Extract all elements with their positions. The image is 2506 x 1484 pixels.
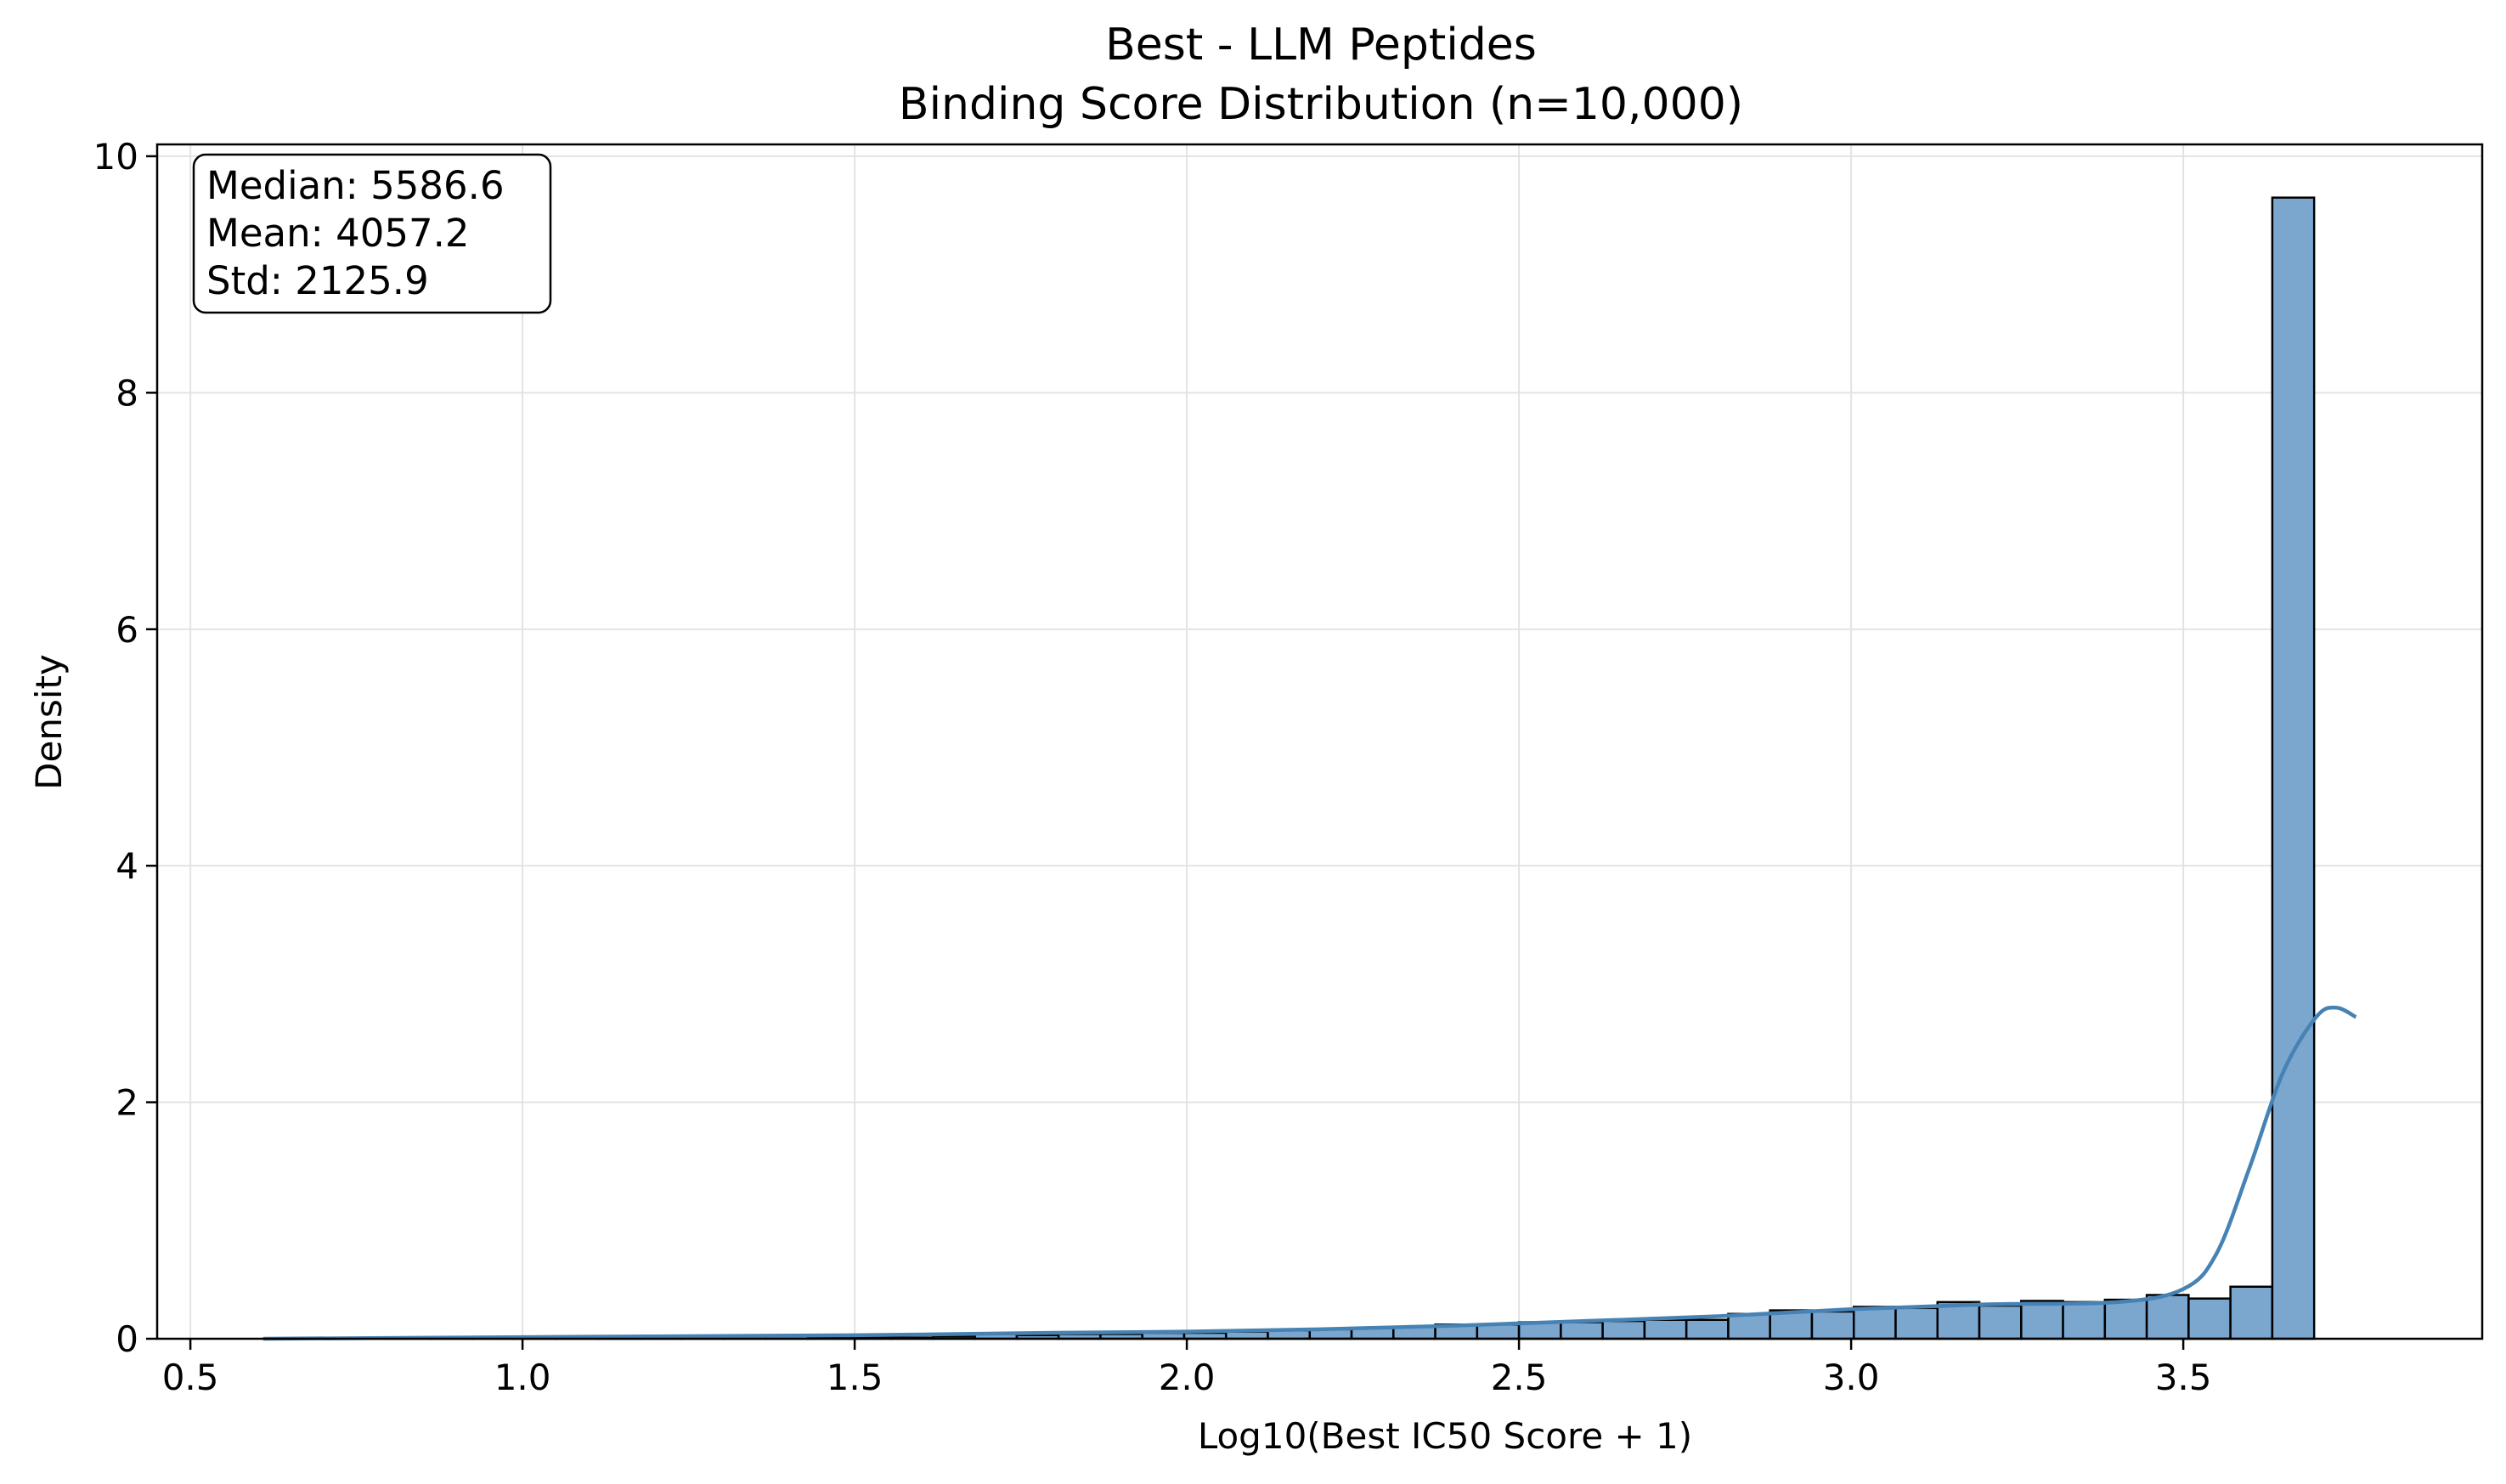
histogram-bar [1852,1306,1897,1340]
histogram-bar [2187,1297,2232,1340]
y-axis-label: Density [28,654,70,790]
histogram-bar [1643,1318,1688,1340]
stats-box: Median: 5586.6 Mean: 4057.2 Std: 2125.9 [192,153,552,314]
x-tick-label: 1.0 [494,1357,551,1398]
x-tick-label: 0.5 [162,1357,219,1398]
histogram-bar [2271,196,2316,1340]
y-tick-label: 2 [116,1082,138,1124]
y-tick-label: 8 [116,372,138,414]
y-tick-label: 0 [116,1318,138,1360]
x-axis-label: Log10(Best IC50 Score + 1) [1198,1415,1692,1457]
histogram-bar [2103,1298,2148,1340]
y-tick-label: 6 [116,609,138,651]
histogram-bar [1978,1304,2023,1340]
chart-title: Best - LLM Peptides [1105,20,1537,71]
histogram-bar [2145,1294,2190,1340]
histogram-bar [1727,1312,1771,1340]
x-tick-label: 2.0 [1159,1357,1216,1398]
stats-std: Std: 2125.9 [206,258,429,303]
chart-subtitle: Binding Score Distribution (n=10,000) [899,79,1743,130]
histogram-bars [262,196,2316,1340]
x-tick-label: 3.5 [2155,1357,2212,1398]
histogram-bar [2020,1300,2064,1340]
histogram-bar [1476,1323,1521,1340]
stats-median: Median: 5586.6 [206,163,505,208]
stats-mean: Mean: 4057.2 [206,211,470,256]
x-tick-label: 1.5 [827,1357,883,1398]
x-axis: 0.5 1.0 1.5 2.0 2.5 3.0 3.5 [162,1339,2212,1398]
histogram-bar [1685,1318,1730,1340]
y-axis: 0 2 4 6 8 10 [93,136,157,1360]
histogram-bar [2062,1301,2107,1340]
histogram-bar [2229,1285,2274,1340]
y-tick-label: 10 [93,136,138,178]
kde-curve [263,1005,2357,1341]
histogram-bar [1601,1319,1646,1340]
histogram-bar [1894,1306,1939,1340]
stats-box-frame [192,153,552,314]
x-tick-label: 3.0 [1823,1357,1880,1398]
histogram-bar [1560,1321,1604,1340]
plot-frame [155,143,2484,1340]
y-tick-label: 4 [116,845,138,887]
histogram-bar [1810,1310,1855,1340]
x-tick-label: 2.5 [1491,1357,1548,1398]
